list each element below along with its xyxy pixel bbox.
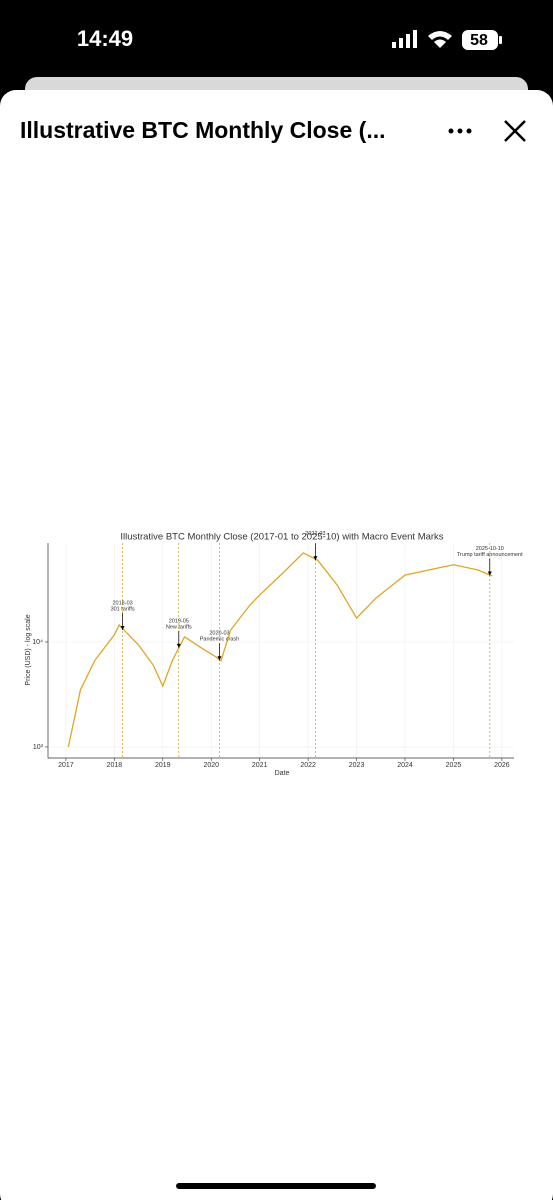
battery-icon xyxy=(462,30,498,50)
axes-frame xyxy=(47,543,514,759)
battery-level: 58 xyxy=(470,32,488,49)
close-button[interactable] xyxy=(504,120,526,142)
event-arrowhead xyxy=(217,656,222,661)
signal-icon xyxy=(392,30,417,48)
event-date: 2025-10-10 xyxy=(476,546,504,552)
chart-title: Illustrative BTC Monthly Close (2017-01 … xyxy=(120,532,443,543)
x-tick-label: 2023 xyxy=(349,762,365,769)
event-arrowhead xyxy=(176,643,181,648)
y-tick-label: 10⁴ xyxy=(32,639,43,646)
x-tick-label: 2025 xyxy=(446,762,462,769)
event-label: 301 tariffs xyxy=(111,606,135,612)
price-line xyxy=(67,552,493,748)
home-indicator xyxy=(176,1183,376,1189)
status-time: 14:49 xyxy=(77,26,133,51)
y-axis-label: Price (USD) - log scale xyxy=(25,614,32,685)
sheet-title: Illustrative BTC Monthly Close (... xyxy=(20,117,385,143)
event-label: New tariffs xyxy=(166,624,192,630)
chart: Illustrative BTC Monthly Close (2017-01 … xyxy=(25,531,523,777)
battery-tip xyxy=(499,36,502,44)
event-arrowhead xyxy=(120,626,125,631)
event-date: 2019-05 xyxy=(169,618,189,624)
x-tick-label: 2021 xyxy=(252,762,268,769)
x-tick-label: 2018 xyxy=(107,762,123,769)
x-tick-label: 2017 xyxy=(58,762,74,769)
event-arrowhead xyxy=(313,556,318,561)
x-tick-label: 2026 xyxy=(494,762,510,769)
event-label: Pandemic crash xyxy=(200,637,239,643)
event-date: 2020-03 xyxy=(209,631,229,637)
event-arrowhead xyxy=(487,571,492,576)
sheet xyxy=(0,90,553,1200)
x-tick-label: 2022 xyxy=(300,762,316,769)
event-label: Trump tariff announcement xyxy=(457,552,523,558)
x-tick-label: 2020 xyxy=(203,762,219,769)
event-date: 2022-03 xyxy=(305,531,325,537)
wifi-icon xyxy=(428,31,452,48)
y-tick-label: 10³ xyxy=(33,744,44,751)
x-axis-label: Date xyxy=(275,770,290,777)
more-button[interactable] xyxy=(448,128,472,134)
x-tick-label: 2019 xyxy=(155,762,171,769)
x-tick-label: 2024 xyxy=(397,762,413,769)
event-date: 2018-03 xyxy=(113,600,133,606)
